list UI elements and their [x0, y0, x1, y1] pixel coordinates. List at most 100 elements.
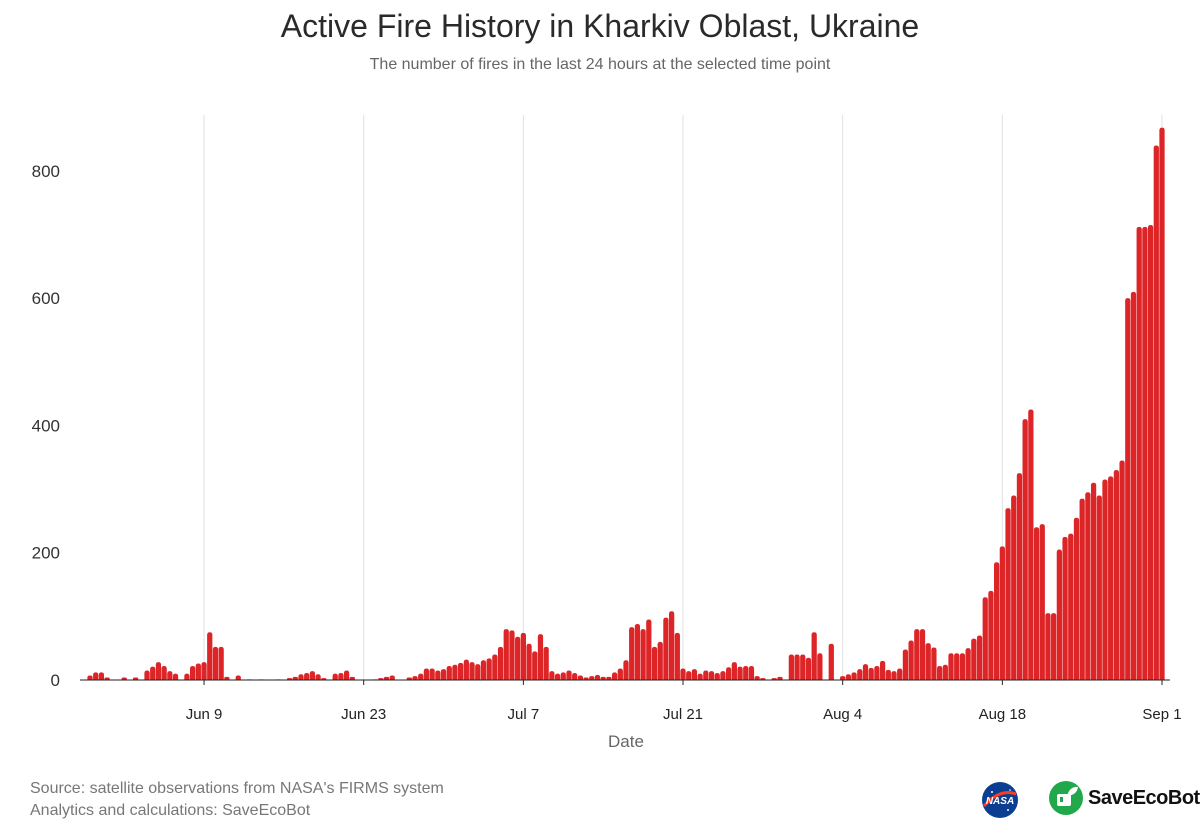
bar: [663, 617, 669, 680]
bar: [720, 671, 726, 680]
bar: [406, 677, 412, 680]
bar: [195, 663, 201, 680]
chart-svg: Jun 9 Jun 23 Jul 7 Jul 21 Aug 4 Aug 18 Sep 1 0 2…: [32, 115, 1182, 751]
bar: [1028, 409, 1034, 680]
bar: [132, 677, 139, 680]
bar: [161, 666, 167, 680]
bar: [549, 671, 555, 680]
bar: [589, 676, 595, 680]
ticks-layer: Jun 9 Jun 23 Jul 7 Jul 21 Aug 4 Aug 18 Sep 1 0 2…: [32, 162, 1182, 723]
bar: [423, 668, 430, 680]
bar: [828, 643, 834, 680]
bar: [777, 676, 783, 680]
source-note: Source: satellite observations from NASA…: [30, 780, 444, 797]
bar: [435, 670, 441, 680]
bar: [515, 636, 521, 680]
bar: [201, 662, 207, 680]
bar: [925, 643, 931, 680]
bar: [1068, 533, 1074, 680]
bar: [908, 640, 914, 680]
bar: [994, 562, 1000, 680]
bar: [862, 664, 869, 680]
bar: [383, 676, 390, 680]
bar: [726, 667, 732, 680]
bar: [1153, 145, 1159, 681]
bar: [150, 666, 156, 680]
nasa-logo-text: NASA: [986, 796, 1014, 807]
bar: [697, 673, 703, 680]
bar: [845, 674, 852, 680]
bar: [315, 674, 321, 680]
bar: [212, 646, 219, 680]
bar: [623, 660, 629, 680]
bar: [600, 676, 606, 680]
bar: [543, 646, 549, 680]
bar: [486, 658, 492, 680]
bar: [891, 671, 897, 680]
bar: [931, 647, 937, 680]
bar: [480, 660, 487, 680]
bar: [942, 664, 948, 680]
bar: [988, 590, 994, 680]
y-tick-label: 400: [32, 416, 60, 435]
bar: [1039, 524, 1045, 680]
bar: [572, 673, 578, 680]
bar: [680, 668, 686, 680]
bar: [526, 643, 532, 680]
bar: [879, 660, 886, 680]
bar: [754, 676, 760, 680]
bar: [897, 668, 903, 680]
bar: [868, 667, 874, 680]
saveecobot-icon: [1049, 781, 1083, 815]
bar: [703, 670, 709, 680]
bar: [668, 611, 675, 680]
x-tick-label: Aug 4: [823, 706, 862, 723]
bar: [93, 672, 99, 680]
bar: [1079, 498, 1085, 680]
bar: [446, 666, 452, 680]
y-tick-label: 0: [51, 671, 60, 690]
bar: [965, 648, 971, 680]
bar: [817, 653, 823, 680]
bar: [737, 666, 743, 680]
bar: [885, 669, 891, 680]
chart-title: Active Fire History in Kharkiv Oblast, U…: [280, 8, 920, 44]
x-tick-label: Jul 21: [663, 706, 703, 723]
bar: [748, 666, 755, 680]
bar: [919, 629, 926, 680]
bar: [520, 632, 526, 680]
bar: [1102, 479, 1108, 680]
bar: [902, 649, 909, 680]
bar: [948, 653, 954, 680]
bar: [235, 675, 241, 680]
bar: [1159, 127, 1165, 681]
bar: [343, 670, 350, 680]
x-tick-label: Sep 1: [1142, 706, 1181, 723]
y-tick-label: 800: [32, 162, 60, 181]
bar: [874, 666, 880, 680]
bar: [497, 646, 504, 680]
bar: [298, 674, 304, 680]
bar: [1113, 470, 1120, 680]
bar: [788, 654, 794, 680]
bar: [1056, 549, 1062, 680]
bar: [503, 629, 509, 680]
saveecobot-name: SaveEcoBot: [1088, 786, 1200, 809]
bar: [463, 659, 469, 680]
bar: [1073, 517, 1080, 680]
bar: [982, 597, 988, 680]
bar: [509, 630, 515, 680]
bar: [640, 629, 646, 680]
bar: [309, 671, 316, 680]
bar: [714, 673, 720, 680]
bar: [1051, 613, 1057, 680]
bar: [475, 664, 481, 680]
x-tick-label: Aug 18: [979, 706, 1027, 723]
bar: [418, 673, 424, 680]
bar: [554, 673, 561, 680]
bar: [651, 646, 658, 680]
bar: [1022, 419, 1028, 680]
bar: [190, 666, 196, 680]
bar: [1125, 298, 1131, 680]
bar: [674, 632, 680, 680]
